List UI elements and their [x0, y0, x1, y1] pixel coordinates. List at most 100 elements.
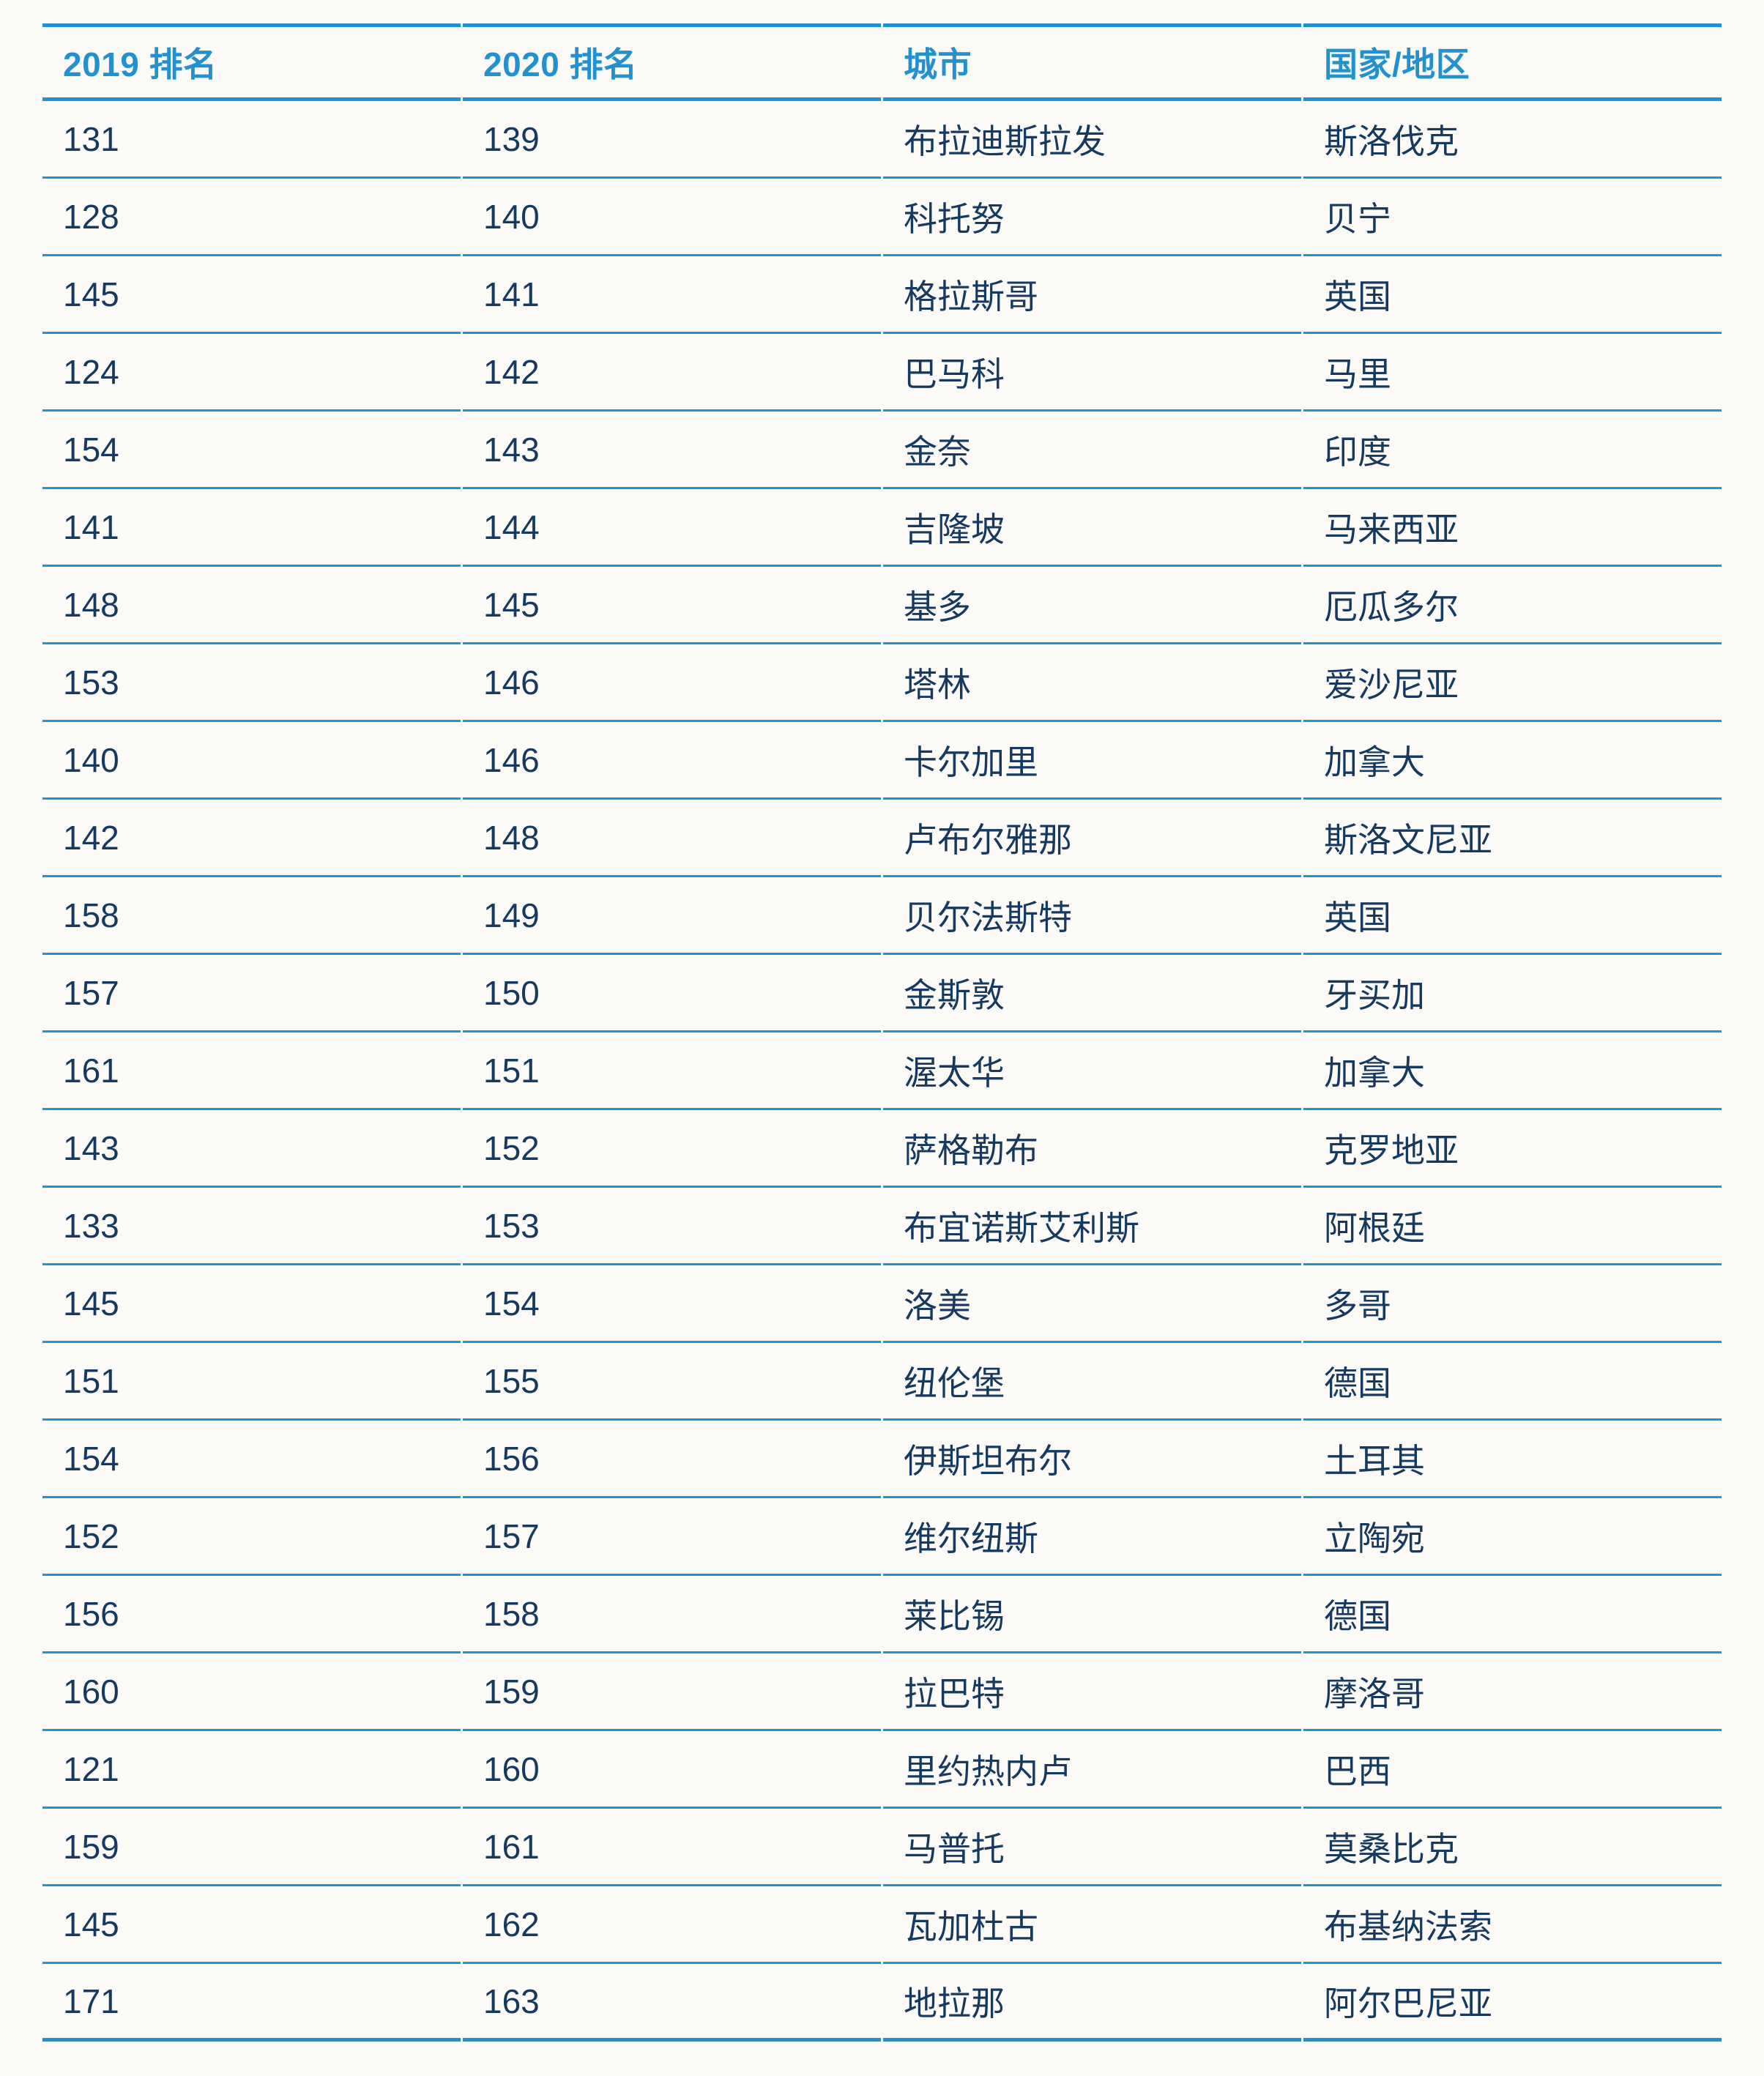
cell-city: 萨格勒布 — [883, 1110, 1301, 1188]
cell-rank-2019: 154 — [42, 1421, 461, 1498]
cell-rank-2020: 152 — [463, 1110, 881, 1188]
table-row: 133 153 布宜诺斯艾利斯 阿根廷 — [42, 1188, 1722, 1265]
table-row: 145 141 格拉斯哥 英国 — [42, 256, 1722, 334]
header-row: 2019 排名 2020 排名 城市 国家/地区 — [42, 23, 1722, 101]
table-row: 148 145 基多 厄瓜多尔 — [42, 567, 1722, 644]
cell-rank-2019: 142 — [42, 800, 461, 877]
cell-city: 巴马科 — [883, 334, 1301, 412]
cell-rank-2019: 148 — [42, 567, 461, 644]
column-header-city: 城市 — [883, 23, 1301, 101]
cell-rank-2020: 153 — [463, 1188, 881, 1265]
table-row: 154 143 金奈 印度 — [42, 412, 1722, 489]
cell-rank-2019: 159 — [42, 1809, 461, 1886]
cell-city: 吉隆坡 — [883, 489, 1301, 567]
cell-rank-2019: 157 — [42, 955, 461, 1033]
cell-rank-2020: 146 — [463, 722, 881, 800]
cell-rank-2019: 154 — [42, 412, 461, 489]
cell-city: 地拉那 — [883, 1964, 1301, 2042]
cell-country-region: 厄瓜多尔 — [1303, 567, 1722, 644]
cell-country-region: 牙买加 — [1303, 955, 1722, 1033]
cell-country-region: 英国 — [1303, 877, 1722, 955]
cell-rank-2019: 131 — [42, 101, 461, 179]
cell-country-region: 阿尔巴尼亚 — [1303, 1964, 1722, 2042]
cell-country-region: 德国 — [1303, 1343, 1722, 1421]
cell-rank-2019: 143 — [42, 1110, 461, 1188]
cell-rank-2020: 139 — [463, 101, 881, 179]
cell-rank-2019: 145 — [42, 1265, 461, 1343]
cell-rank-2019: 156 — [42, 1576, 461, 1653]
column-header-country-region: 国家/地区 — [1303, 23, 1722, 101]
city-ranking-table: 2019 排名 2020 排名 城市 国家/地区 131 139 布拉迪斯拉发 斯洛伐… — [40, 23, 1724, 2042]
cell-country-region: 巴西 — [1303, 1731, 1722, 1809]
cell-rank-2019: 151 — [42, 1343, 461, 1421]
cell-city: 布拉迪斯拉发 — [883, 101, 1301, 179]
cell-rank-2020: 140 — [463, 179, 881, 256]
cell-country-region: 克罗地亚 — [1303, 1110, 1722, 1188]
cell-rank-2019: 153 — [42, 644, 461, 722]
cell-country-region: 立陶宛 — [1303, 1498, 1722, 1576]
cell-rank-2020: 149 — [463, 877, 881, 955]
table-row: 121 160 里约热内卢 巴西 — [42, 1731, 1722, 1809]
cell-country-region: 德国 — [1303, 1576, 1722, 1653]
cell-city: 布宜诺斯艾利斯 — [883, 1188, 1301, 1265]
cell-rank-2019: 158 — [42, 877, 461, 955]
table-row: 145 154 洛美 多哥 — [42, 1265, 1722, 1343]
cell-country-region: 斯洛伐克 — [1303, 101, 1722, 179]
cell-rank-2020: 145 — [463, 567, 881, 644]
cell-country-region: 斯洛文尼亚 — [1303, 800, 1722, 877]
cell-rank-2020: 148 — [463, 800, 881, 877]
column-header-rank-2019: 2019 排名 — [42, 23, 461, 101]
cell-city: 洛美 — [883, 1265, 1301, 1343]
table-row: 157 150 金斯敦 牙买加 — [42, 955, 1722, 1033]
table-row: 158 149 贝尔法斯特 英国 — [42, 877, 1722, 955]
cell-city: 伊斯坦布尔 — [883, 1421, 1301, 1498]
table-row: 141 144 吉隆坡 马来西亚 — [42, 489, 1722, 567]
table-row: 152 157 维尔纽斯 立陶宛 — [42, 1498, 1722, 1576]
table-body: 131 139 布拉迪斯拉发 斯洛伐克 128 140 科托努 贝宁 145 141 格拉斯哥 英国 1… — [42, 101, 1722, 2042]
cell-city: 贝尔法斯特 — [883, 877, 1301, 955]
cell-rank-2020: 146 — [463, 644, 881, 722]
table-row: 161 151 渥太华 加拿大 — [42, 1033, 1722, 1110]
cell-rank-2019: 133 — [42, 1188, 461, 1265]
table-row: 140 146 卡尔加里 加拿大 — [42, 722, 1722, 800]
cell-country-region: 印度 — [1303, 412, 1722, 489]
cell-rank-2019: 145 — [42, 256, 461, 334]
cell-rank-2019: 128 — [42, 179, 461, 256]
cell-city: 瓦加杜古 — [883, 1886, 1301, 1964]
table-row: 142 148 卢布尔雅那 斯洛文尼亚 — [42, 800, 1722, 877]
cell-rank-2020: 163 — [463, 1964, 881, 2042]
cell-city: 金奈 — [883, 412, 1301, 489]
cell-rank-2019: 171 — [42, 1964, 461, 2042]
cell-rank-2019: 160 — [42, 1653, 461, 1731]
cell-rank-2020: 156 — [463, 1421, 881, 1498]
cell-country-region: 马里 — [1303, 334, 1722, 412]
cell-city: 格拉斯哥 — [883, 256, 1301, 334]
table-row: 156 158 莱比锡 德国 — [42, 1576, 1722, 1653]
cell-rank-2020: 160 — [463, 1731, 881, 1809]
cell-city: 渥太华 — [883, 1033, 1301, 1110]
cell-rank-2020: 141 — [463, 256, 881, 334]
cell-country-region: 莫桑比克 — [1303, 1809, 1722, 1886]
cell-country-region: 英国 — [1303, 256, 1722, 334]
cell-rank-2020: 150 — [463, 955, 881, 1033]
cell-rank-2019: 145 — [42, 1886, 461, 1964]
table-row: 160 159 拉巴特 摩洛哥 — [42, 1653, 1722, 1731]
cell-country-region: 摩洛哥 — [1303, 1653, 1722, 1731]
table-row: 124 142 巴马科 马里 — [42, 334, 1722, 412]
table-header: 2019 排名 2020 排名 城市 国家/地区 — [42, 23, 1722, 101]
cell-rank-2020: 142 — [463, 334, 881, 412]
cell-rank-2019: 161 — [42, 1033, 461, 1110]
cell-rank-2020: 144 — [463, 489, 881, 567]
cell-city: 基多 — [883, 567, 1301, 644]
cell-rank-2020: 162 — [463, 1886, 881, 1964]
cell-city: 科托努 — [883, 179, 1301, 256]
table-row: 153 146 塔林 爱沙尼亚 — [42, 644, 1722, 722]
cell-rank-2020: 143 — [463, 412, 881, 489]
cell-city: 马普托 — [883, 1809, 1301, 1886]
cell-rank-2020: 151 — [463, 1033, 881, 1110]
table-row: 159 161 马普托 莫桑比克 — [42, 1809, 1722, 1886]
cell-rank-2020: 154 — [463, 1265, 881, 1343]
table-row: 145 162 瓦加杜古 布基纳法索 — [42, 1886, 1722, 1964]
cell-country-region: 马来西亚 — [1303, 489, 1722, 567]
